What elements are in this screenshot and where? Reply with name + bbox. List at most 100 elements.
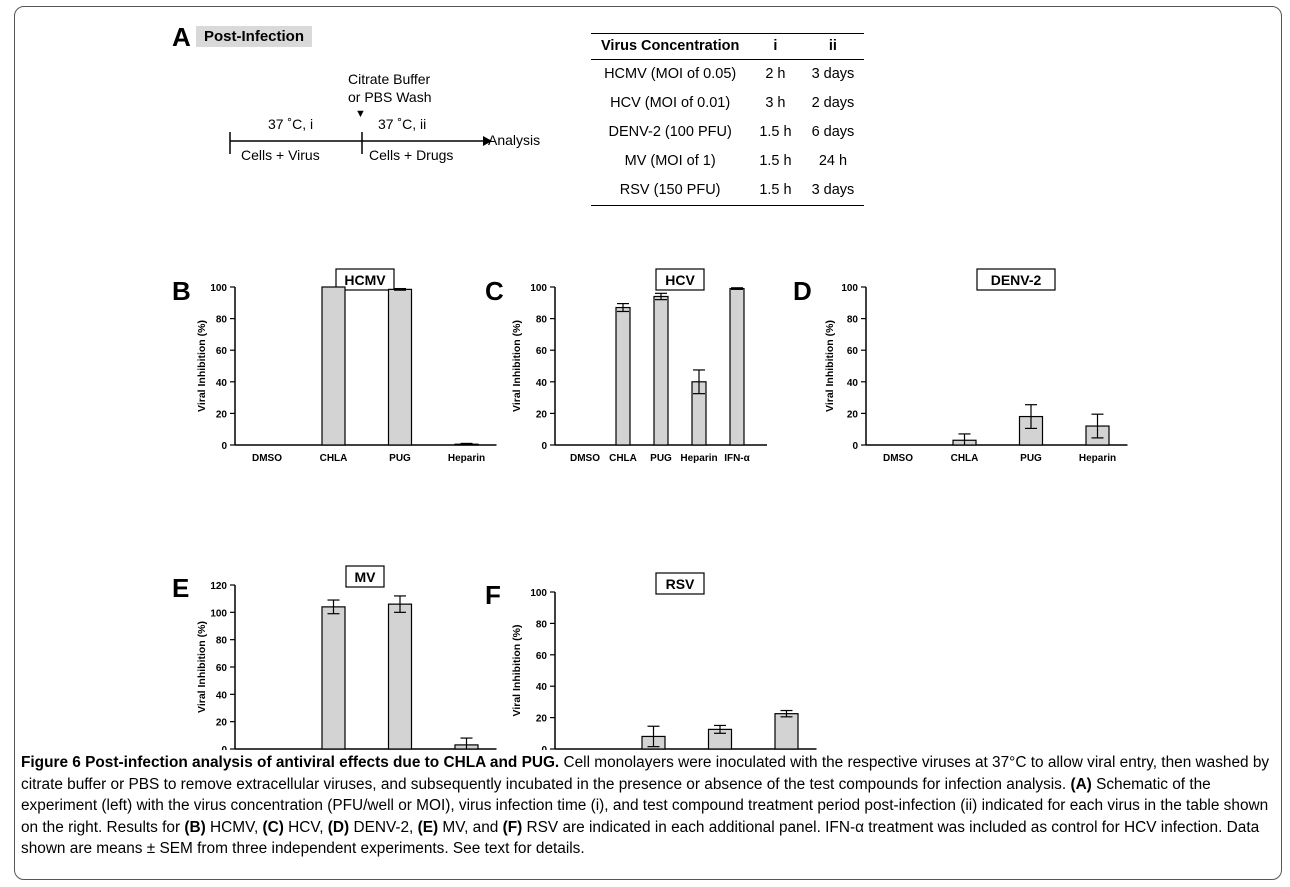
virus-table: Virus Concentration i ii HCMV (MOI of 0.… (591, 33, 865, 206)
timeline-arrow (229, 132, 492, 154)
chart-title-box (976, 268, 1056, 291)
panel-letter: E (172, 573, 189, 603)
x-tick-label: PUG (650, 453, 672, 464)
table-header: ii (801, 33, 865, 60)
table-cell: 6 days (811, 123, 855, 140)
y-tick-label: 40 (216, 690, 228, 701)
y-tick-label: 0 (852, 441, 858, 452)
bar (387, 288, 413, 446)
y-axis-label: Viral Inhibition (%) (824, 320, 836, 412)
x-tick-label: CHLA (951, 453, 979, 464)
y-tick-label: 20 (216, 718, 228, 729)
table-cell: MV (MOI of 1) (624, 152, 716, 169)
table-cell: HCV (MOI of 0.01) (610, 94, 731, 111)
caption-text: MV, and (438, 818, 503, 836)
panel-letter-a: A (172, 22, 191, 52)
y-tick-label: 0 (541, 745, 547, 750)
x-tick-label: IFN-α (724, 453, 750, 464)
stage2-label: 37 ˚C, ii (378, 116, 427, 132)
table-cell: 1.5 h (749, 176, 802, 206)
table-cell: 1.5 h (759, 123, 792, 140)
table-row: HCV (MOI of 0.01) 3 h 2 days (591, 89, 864, 118)
schematic-top-line1: Citrate Buffer (348, 71, 431, 87)
chart-title-box (345, 565, 385, 588)
caption-text: HCMV, (205, 818, 263, 836)
x-tick-label: Heparin (448, 453, 485, 464)
y-axis-label: Viral Inhibition (%) (196, 320, 208, 412)
stage1-label: 37 ˚C, i (268, 116, 314, 132)
x-tick-label: DMSO (883, 453, 913, 464)
y-tick-label: 80 (216, 315, 228, 326)
bar (321, 606, 346, 750)
y-axis-label: Viral Inhibition (%) (511, 320, 523, 412)
x-tick-label: PUG (1020, 453, 1042, 464)
y-tick-label: 20 (216, 409, 228, 420)
chart-title: HCV (665, 272, 695, 288)
figure-frame (14, 6, 1282, 880)
y-tick-label: 60 (216, 346, 228, 357)
chart-title-box (655, 572, 705, 595)
caption-text: RSV are indicated in each additional pan… (21, 818, 1260, 858)
y-tick-label: 100 (841, 283, 858, 294)
caption-ref: (A) (1070, 775, 1092, 793)
bar (387, 603, 413, 750)
bar (321, 286, 346, 446)
y-tick-label: 60 (536, 346, 548, 357)
chart-title: DENV-2 (991, 272, 1042, 288)
y-tick-label: 80 (536, 315, 548, 326)
y-tick-label: 0 (541, 441, 547, 452)
table-header: i (749, 33, 802, 60)
x-tick-label: Heparin (680, 453, 717, 464)
table-cell: 2 days (811, 94, 855, 111)
panel-letter: D (793, 276, 812, 306)
caption-text: Schematic of the experiment (left) with … (21, 775, 1269, 836)
table-cell: 3 days (801, 176, 865, 206)
y-tick-label: 40 (536, 378, 548, 389)
y-tick-label: 40 (536, 682, 548, 693)
table-row: DENV-2 (100 PFU) 1.5 h 6 days (591, 118, 864, 147)
y-tick-label: 120 (210, 581, 227, 592)
x-tick-label: PUG (389, 453, 411, 464)
caption-ref: (C) (262, 818, 284, 836)
y-tick-label: 40 (216, 378, 228, 389)
caption-ref: (D) (327, 818, 350, 836)
table-row: RSV (150 PFU) 1.5 h 3 days (591, 176, 865, 206)
caption-ref: (F) (502, 818, 523, 836)
y-tick-label: 80 (847, 315, 859, 326)
caption-text: Cell monolayers were inoculated with the… (21, 754, 1270, 793)
x-tick-label: CHLA (609, 453, 637, 464)
y-tick-label: 20 (536, 714, 548, 725)
figure-caption: Figure 6 Post-infection analysis of anti… (21, 752, 1271, 860)
caption-ref: (E) (417, 818, 439, 836)
y-tick-label: 20 (847, 409, 859, 420)
analysis-label: Analysis (488, 132, 541, 148)
post-infection-label: Post-Infection (196, 26, 312, 47)
y-tick-label: 0 (221, 745, 227, 750)
table-cell: 3 days (811, 65, 855, 82)
x-tick-label: DMSO (570, 453, 600, 464)
y-tick-label: 0 (221, 441, 227, 452)
table-cell: 3 h (765, 94, 786, 111)
y-tick-label: 40 (847, 378, 859, 389)
chart-title-box (335, 268, 395, 291)
panel-letter: C (485, 276, 504, 306)
y-tick-label: 60 (216, 663, 228, 674)
chart-title: RSV (666, 576, 695, 592)
y-tick-label: 80 (536, 619, 548, 630)
chart-title-box (655, 268, 705, 291)
x-tick-label: Heparin (1079, 453, 1116, 464)
wash-marker: ▼ (355, 108, 366, 120)
y-axis-label: Viral Inhibition (%) (196, 621, 208, 713)
bar (774, 713, 799, 750)
chart-title: MV (355, 569, 377, 585)
x-tick-label: DMSO (252, 453, 282, 464)
caption-text: DENV-2, (349, 818, 418, 836)
caption-ref: (B) (184, 818, 206, 836)
x-tick-label: CHLA (320, 453, 348, 464)
caption-title: Figure 6 Post-infection analysis of anti… (21, 754, 560, 771)
y-tick-label: 60 (536, 651, 548, 662)
table-cell: HCMV (MOI of 0.05) (604, 65, 737, 82)
y-tick-label: 100 (210, 283, 227, 294)
table-cell: DENV-2 (100 PFU) (608, 123, 732, 140)
table-cell: 2 h (765, 65, 786, 82)
